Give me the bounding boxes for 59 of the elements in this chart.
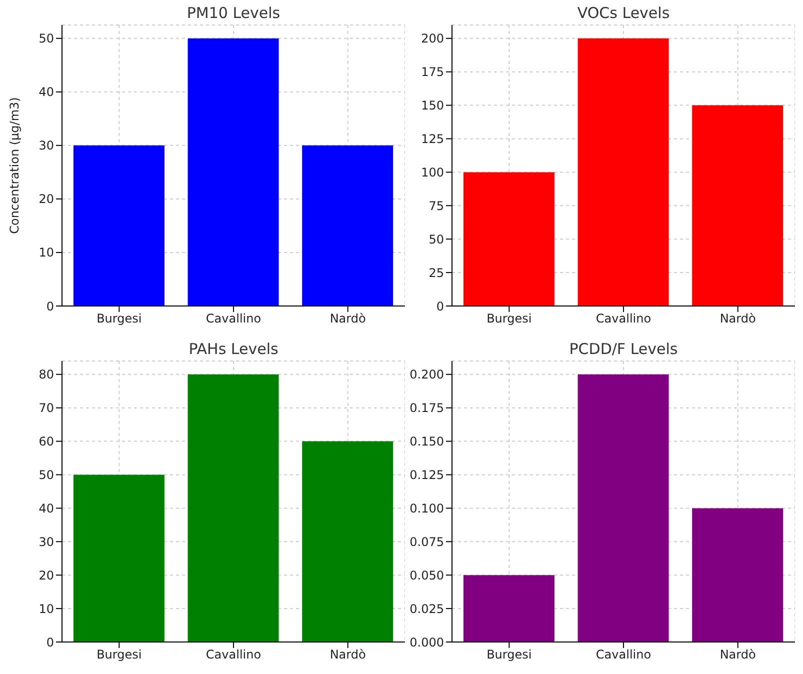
y-tick-label: 0 <box>46 299 54 314</box>
y-tick-label: 40 <box>38 85 54 100</box>
y-tick-label: 0.075 <box>410 534 444 549</box>
y-tick-label: 0.175 <box>410 401 444 416</box>
y-tick-label: 10 <box>38 246 54 260</box>
y-tick-label: 150 <box>421 98 444 113</box>
y-tick-label: 0.150 <box>410 434 444 449</box>
y-tick-label: 0 <box>436 299 444 314</box>
chart-title: VOCs Levels <box>576 4 671 22</box>
y-tick-label: 0.125 <box>410 468 444 482</box>
x-tick-label: Nardò <box>720 312 756 326</box>
y-tick-label: 175 <box>421 65 444 80</box>
bar <box>463 575 554 642</box>
bar <box>578 374 669 642</box>
y-tick-label: 70 <box>38 401 54 416</box>
y-tick-label: 20 <box>38 568 54 582</box>
y-tick-label: 125 <box>421 132 444 146</box>
bar <box>188 374 279 642</box>
chart-title: PAHs Levels <box>188 340 280 358</box>
y-tick-label: 60 <box>38 434 54 449</box>
y-tick-label: 30 <box>38 534 54 549</box>
bar <box>578 38 669 306</box>
bar <box>692 508 784 642</box>
x-tick-label: Cavallino <box>206 312 262 326</box>
y-tick-label: 50 <box>38 32 54 46</box>
y-tick-label: 0.050 <box>410 568 444 582</box>
x-tick-label: Burgesi <box>96 312 142 326</box>
bar <box>73 474 164 642</box>
x-tick-label: Nardò <box>330 648 366 662</box>
bar <box>463 172 554 306</box>
y-tick-label: 20 <box>38 192 54 206</box>
y-tick-label: 30 <box>38 138 54 153</box>
x-tick-label: Cavallino <box>596 648 652 662</box>
y-tick-label: 50 <box>428 232 444 246</box>
x-tick-label: Nardò <box>720 648 756 662</box>
x-tick-label: Burgesi <box>96 648 142 662</box>
y-tick-label: 10 <box>38 602 54 616</box>
chart-title: PCDD/F Levels <box>568 340 679 358</box>
chart-title: PM10 Levels <box>186 4 282 22</box>
x-tick-label: Cavallino <box>596 312 652 326</box>
y-tick-label: 40 <box>38 501 54 516</box>
y-tick-label: 0.025 <box>410 602 444 616</box>
x-tick-label: Cavallino <box>206 648 262 662</box>
y-tick-label: 25 <box>428 266 444 280</box>
y-tick-label: 0.100 <box>410 501 444 516</box>
x-tick-label: Burgesi <box>486 312 532 326</box>
y-tick-label: 0.200 <box>410 368 444 382</box>
x-tick-label: Burgesi <box>486 648 532 662</box>
y-tick-label: 100 <box>421 165 444 180</box>
y-tick-label: 80 <box>38 368 54 382</box>
y-tick-label: 0 <box>46 635 54 650</box>
x-tick-label: Nardò <box>330 312 366 326</box>
y-tick-label: 200 <box>421 32 444 46</box>
y-tick-label: 50 <box>38 468 54 482</box>
bar <box>302 441 394 642</box>
y-tick-label: 0.000 <box>410 635 444 650</box>
y-tick-label: 75 <box>428 198 444 213</box>
y-axis-title: Concentration (µg/m3) <box>7 97 22 234</box>
bar <box>692 105 784 306</box>
